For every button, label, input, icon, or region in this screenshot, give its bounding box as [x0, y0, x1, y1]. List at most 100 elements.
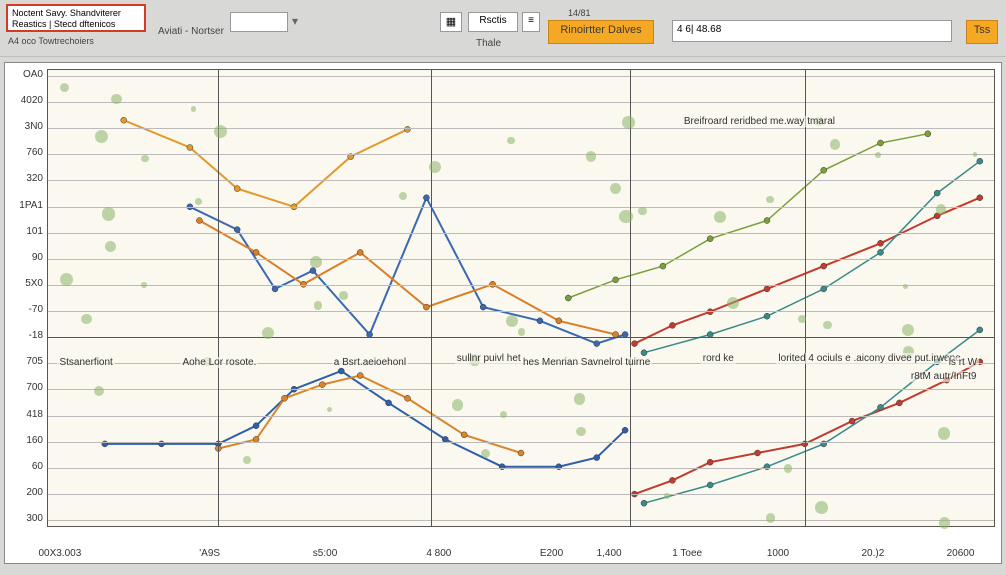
y-gridline	[48, 494, 994, 495]
y-gridline	[48, 128, 994, 129]
scatter-point	[94, 386, 104, 396]
x-tick-label: 20600	[947, 548, 975, 559]
options-icon[interactable]: ≡	[522, 12, 540, 32]
y-gridline	[48, 285, 994, 286]
chart-annotation: r8tM autr/InFt9	[909, 371, 979, 382]
chart-annotation: rord ke	[701, 353, 736, 364]
x-tick-label: 20.)2	[861, 548, 884, 559]
scatter-point	[938, 427, 950, 439]
y-tick-label: 300	[11, 513, 43, 524]
x-tick-label: 1 Toee	[672, 548, 702, 559]
chart-plot: Breifroard reridbed me.way tmaralStsaner…	[47, 69, 995, 527]
y-gridline	[48, 259, 994, 260]
highlight-panel[interactable]: Noctent Savy. Shandviterer Reastics | St…	[6, 4, 146, 32]
scatter-point	[191, 106, 196, 111]
series-blue-b	[105, 371, 625, 467]
mode-label: Aviati - Nortser	[158, 26, 224, 37]
scatter-point	[243, 456, 251, 464]
y-gridline	[48, 468, 994, 469]
scatter-point	[507, 137, 515, 145]
scatter-point	[939, 517, 950, 528]
chart-annotation: lorited 4 ociuls e .aicony divee put.irw…	[776, 353, 962, 364]
y-tick-label: 320	[11, 173, 43, 184]
scatter-point	[452, 399, 464, 411]
y-gridline	[48, 520, 994, 521]
thale-tab[interactable]: Thale	[476, 38, 501, 49]
y-gridline	[48, 442, 994, 443]
scatter-point	[936, 204, 947, 215]
scatter-point	[314, 301, 322, 309]
x-tick-label: 1000	[767, 548, 789, 559]
scatter-point	[310, 256, 322, 268]
scatter-point	[60, 273, 73, 286]
x-tick-label: 'A9S	[199, 548, 220, 559]
y-gridline	[48, 311, 994, 312]
parameter-button[interactable]: Rinoirtter Dalves	[548, 20, 654, 44]
y-gridline	[48, 233, 994, 234]
x-tick-label: 1,400	[597, 548, 622, 559]
y-tick-label: 200	[11, 487, 43, 498]
grid-icon[interactable]: ▦	[440, 12, 462, 32]
chart-annotation: hes Menrian Savnelrol tuirne	[521, 357, 652, 368]
scatter-point	[638, 207, 647, 216]
series-teal-a	[644, 161, 980, 353]
sub-label: A4 oco Towtrechoiers	[8, 36, 94, 46]
scatter-point	[973, 152, 977, 156]
y-gridline	[48, 337, 994, 338]
scatter-point	[141, 282, 147, 288]
y-tick-label: 101	[11, 226, 43, 237]
date-field[interactable]: 4 6| 48.68	[672, 20, 952, 42]
scatter-point	[586, 151, 596, 161]
small-num: 14/81	[568, 8, 591, 18]
chart-annotation: sullnr puivl het	[455, 353, 523, 364]
chart-annotation: Stsanerfiont	[57, 357, 114, 368]
chart-annotation: Aohe Lor rosote.	[180, 357, 258, 368]
stepper-icon[interactable]: ▾	[292, 14, 298, 28]
series-red-a	[635, 198, 980, 344]
scatter-point	[610, 183, 621, 194]
scatter-point	[339, 291, 347, 299]
scatter-point	[619, 210, 632, 223]
rsctis-button[interactable]: Rsctis	[468, 12, 518, 32]
scatter-point	[195, 198, 202, 205]
chart-annotation: ls rt W	[947, 357, 979, 368]
scatter-point	[902, 324, 914, 336]
chart-container: Breifroard reridbed me.way tmaralStsaner…	[4, 62, 1002, 564]
y-tick-label: 3N0	[11, 121, 43, 132]
x-tick-label: E200	[540, 548, 563, 559]
toolbar: Noctent Savy. Shandviterer Reastics | St…	[0, 0, 1006, 57]
y-tick-label: 700	[11, 382, 43, 393]
scatter-point	[111, 94, 122, 105]
scatter-point	[81, 314, 92, 325]
highlight-line1: Noctent Savy. Shandviterer	[12, 8, 140, 19]
series-orange-b	[199, 221, 615, 335]
y-tick-label: OA0	[11, 69, 43, 80]
highlight-line2: Reastics | Stecd dftenicos	[12, 19, 140, 30]
scatter-point	[102, 207, 116, 221]
y-gridline	[48, 76, 994, 77]
y-tick-label: 760	[11, 147, 43, 158]
x-tick-label: 4 800	[426, 548, 451, 559]
y-gridline	[48, 180, 994, 181]
scatter-point	[766, 196, 773, 203]
x-gridline	[994, 70, 995, 526]
chart-annotation: a Bsrt.aeioehonl	[332, 357, 408, 368]
y-gridline	[48, 102, 994, 103]
scatter-point	[830, 139, 841, 150]
tss-button[interactable]: Tss	[966, 20, 998, 44]
x-gridline	[218, 70, 219, 526]
y-tick-label: 4020	[11, 95, 43, 106]
scatter-point	[714, 211, 726, 223]
scatter-point	[875, 152, 881, 158]
scatter-point	[727, 297, 739, 309]
y-tick-label: 418	[11, 409, 43, 420]
y-tick-label: 1PA1	[11, 200, 43, 211]
scatter-point	[141, 155, 148, 162]
y-tick-label: 90	[11, 252, 43, 263]
y-tick-label: 60	[11, 461, 43, 472]
y-tick-label: 160	[11, 435, 43, 446]
numeric-input[interactable]	[230, 12, 288, 32]
x-gridline	[805, 70, 806, 526]
y-gridline	[48, 389, 994, 390]
scatter-point	[622, 116, 635, 129]
